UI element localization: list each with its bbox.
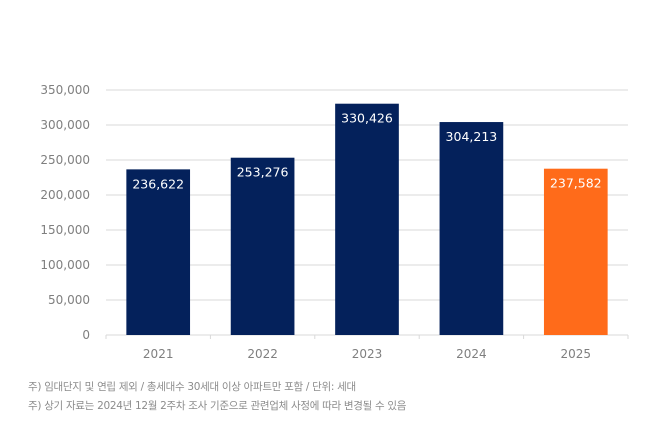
data-label: 330,426	[341, 111, 393, 126]
y-tick-label: 150,000	[40, 223, 90, 237]
footnote-2: 주) 상기 자료는 2024년 12월 2주차 조사 기준으로 관련업체 사정에…	[28, 400, 407, 412]
data-label: 236,622	[132, 176, 184, 191]
y-tick-label: 200,000	[40, 188, 90, 202]
data-label: 253,276	[237, 165, 289, 180]
bar-2023	[335, 103, 399, 335]
data-label: 237,582	[550, 176, 602, 191]
data-label: 304,213	[446, 129, 498, 144]
y-tick-label: 350,000	[40, 83, 90, 97]
y-tick-label: 50,000	[48, 293, 90, 307]
y-tick-label: 0	[82, 328, 90, 342]
y-tick-label: 250,000	[40, 153, 90, 167]
x-tick-label: 2023	[352, 347, 383, 361]
x-tick-label: 2022	[247, 347, 278, 361]
bar-2022	[230, 157, 295, 335]
x-tick-label: 2024	[456, 347, 487, 361]
bar-2025	[543, 168, 608, 335]
bar-2021	[126, 169, 191, 335]
footnotes: 주) 임대단지 및 연립 제외 / 총세대수 30세대 이상 아파트만 포함 /…	[28, 378, 406, 416]
bar-2024	[439, 122, 504, 335]
x-tick-label: 2021	[143, 347, 174, 361]
y-tick-label: 100,000	[40, 258, 90, 272]
footnote-1: 주) 임대단지 및 연립 제외 / 총세대수 30세대 이상 아파트만 포함 /…	[28, 381, 356, 393]
y-tick-label: 300,000	[40, 118, 90, 132]
x-tick-label: 2025	[561, 347, 592, 361]
